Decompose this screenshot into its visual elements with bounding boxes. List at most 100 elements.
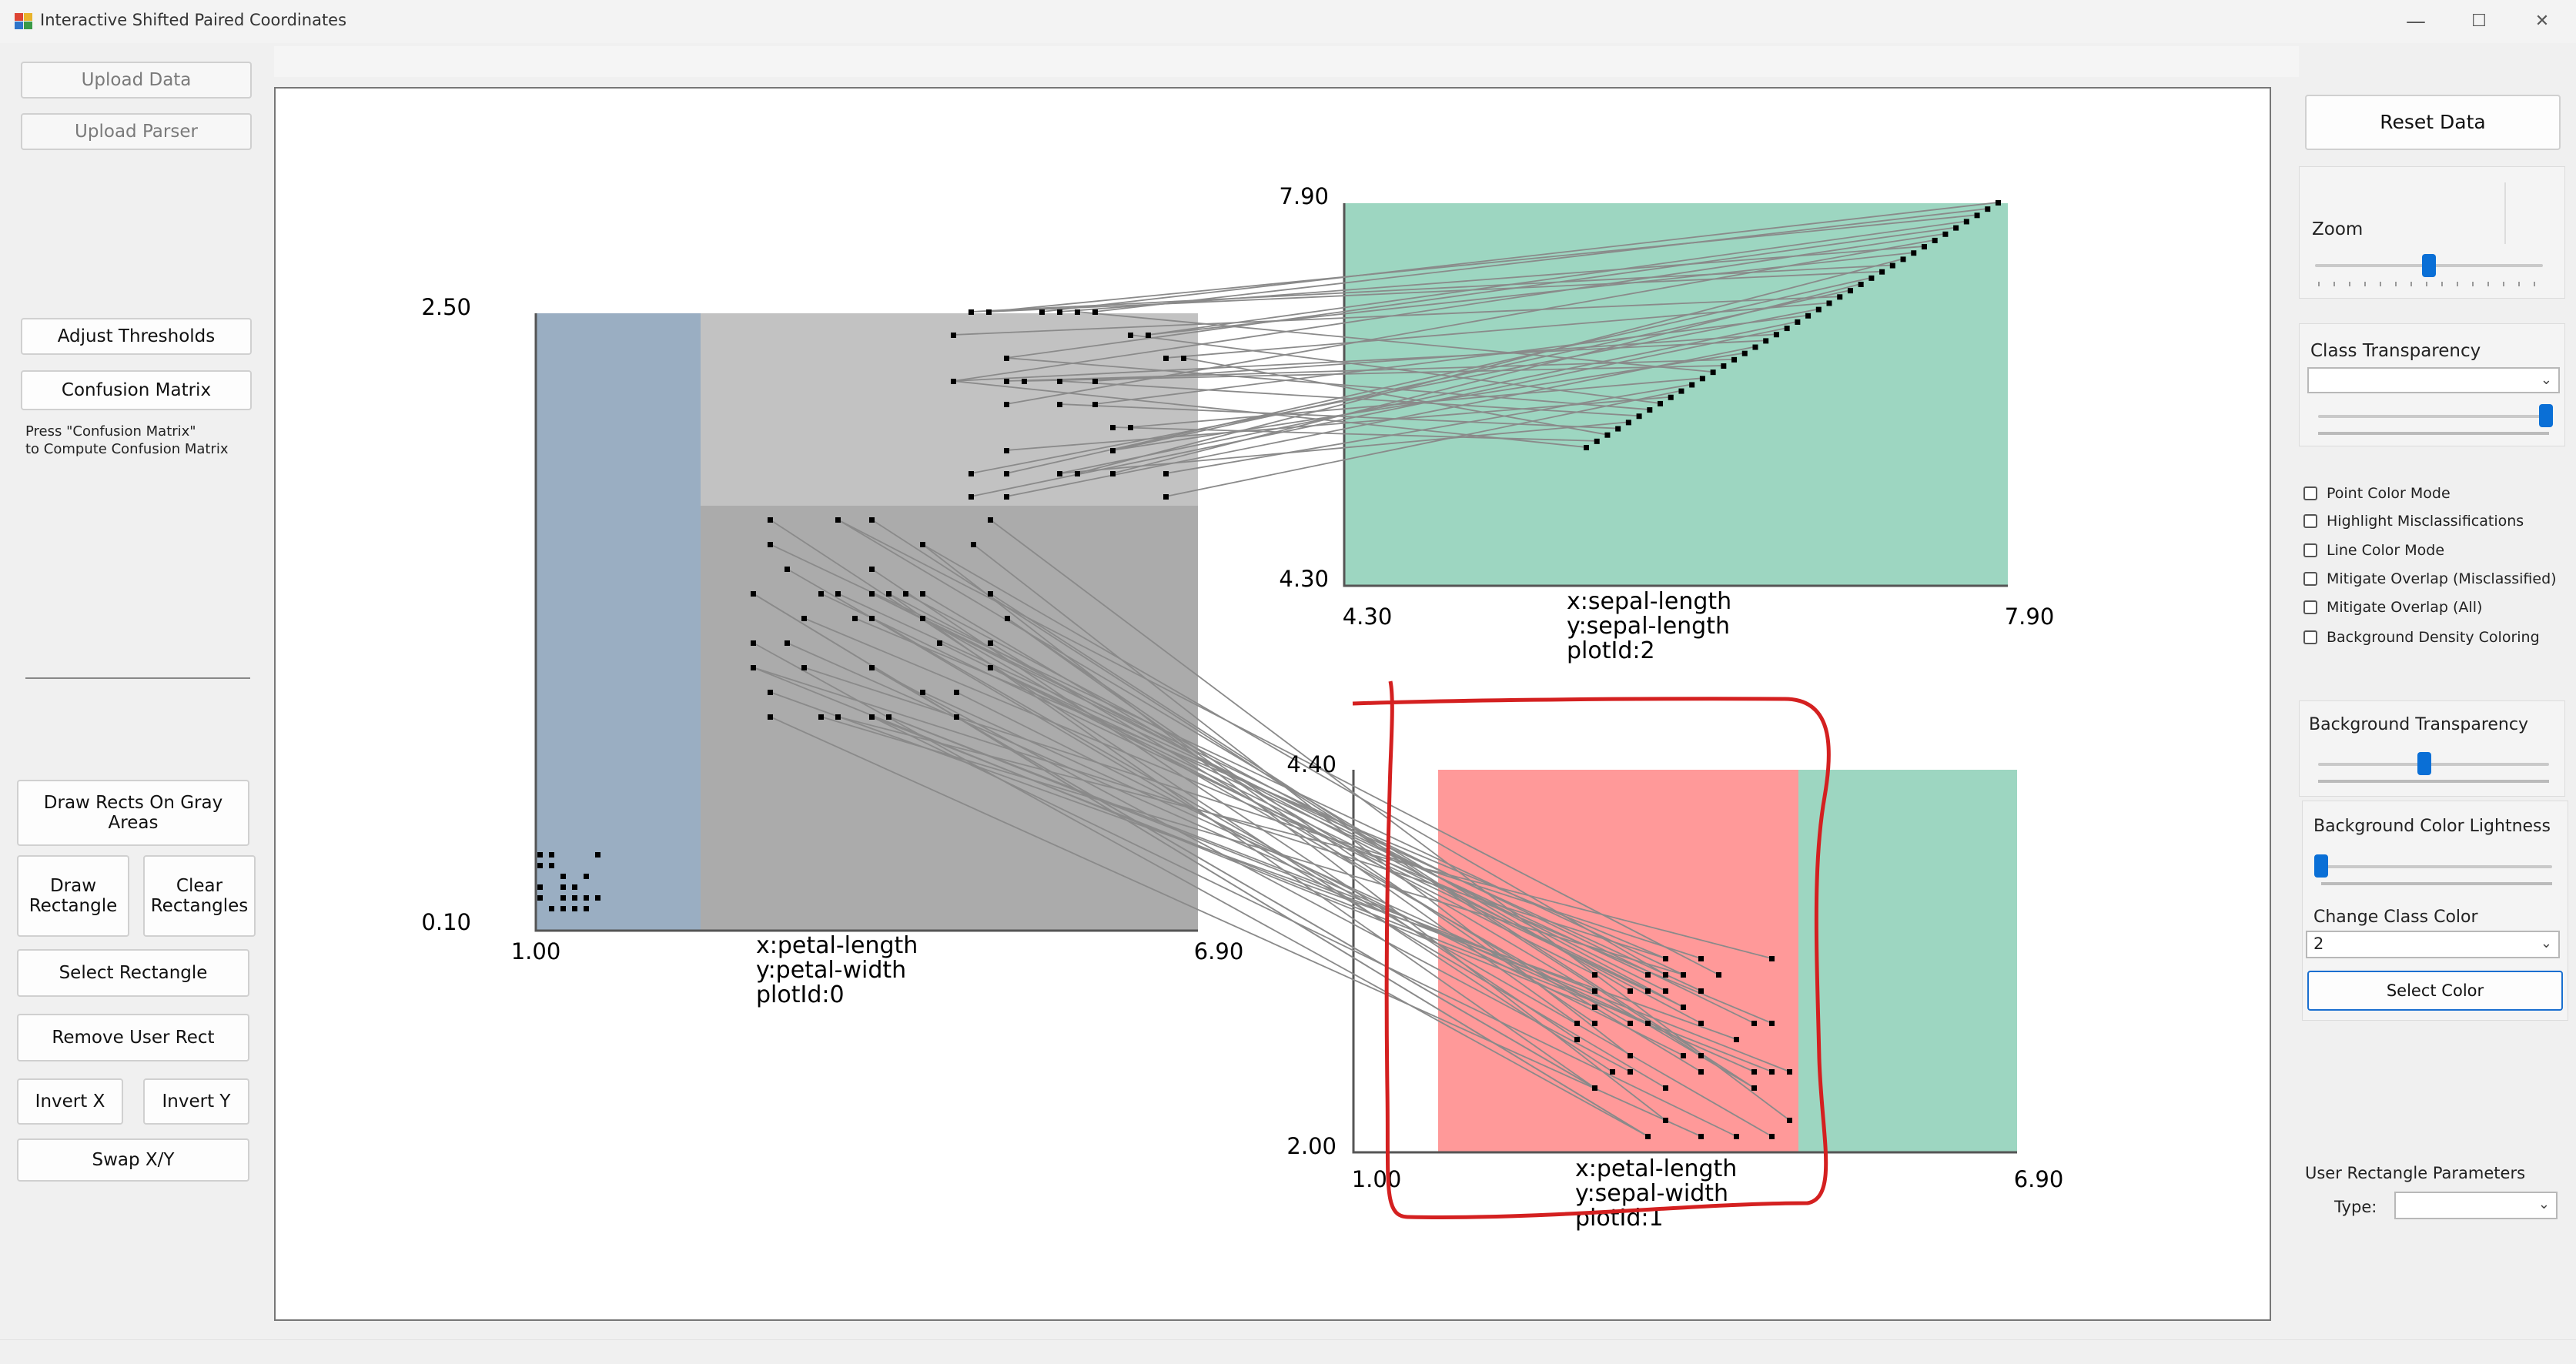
background-lightness-slider-thumb[interactable] (2314, 854, 2328, 878)
data-point (1826, 300, 1832, 306)
data-point (1022, 379, 1027, 384)
connector-line (769, 519, 1613, 1072)
data-point (560, 906, 566, 911)
minimize-button[interactable]: — (2406, 10, 2426, 33)
background-density-coloring-checkbox[interactable]: Background Density Coloring (2303, 629, 2540, 646)
class-transparency-select[interactable]: ⌄ (2307, 367, 2560, 393)
chevron-down-icon: ⌄ (2540, 372, 2552, 388)
data-point (572, 906, 577, 911)
clear-rectangles-button[interactable]: Clear Rectangles (143, 855, 256, 937)
confusion-matrix-button[interactable]: Confusion Matrix (21, 370, 252, 410)
data-point (1574, 1021, 1580, 1026)
mitigate-overlap-misclassified-checkbox[interactable]: Mitigate Overlap (Misclassified) (2303, 570, 2557, 587)
remove-user-rect-button[interactable]: Remove User Rect (17, 1014, 249, 1061)
data-point (818, 714, 824, 720)
upload-data-button[interactable]: Upload Data (21, 62, 252, 99)
connector-line (1005, 396, 1671, 451)
maximize-button[interactable]: ☐ (2471, 12, 2487, 31)
data-point (852, 616, 858, 621)
select-color-button[interactable]: Select Color (2307, 971, 2563, 1011)
data-point (1592, 988, 1597, 994)
data-point (1698, 988, 1704, 994)
spc-visualization[interactable]: 2.50 0.10 1.00 6.90 x:petal-length y:pet… (276, 89, 2270, 1319)
data-point (751, 591, 756, 597)
swap-xy-button[interactable]: Swap X/Y (17, 1138, 249, 1182)
data-point (988, 517, 993, 523)
rect-type-select[interactable]: ⌄ (2394, 1192, 2558, 1219)
checkbox-box[interactable] (2303, 514, 2317, 528)
data-point (1668, 394, 1674, 400)
zoom-slider-thumb[interactable] (2422, 254, 2436, 277)
data-point (549, 906, 554, 911)
data-point (1610, 1069, 1615, 1075)
checkbox-label: Background Density Coloring (2327, 629, 2540, 646)
checkbox-box[interactable] (2303, 630, 2317, 644)
data-point (954, 714, 959, 720)
data-point (835, 517, 841, 523)
data-point (1663, 1118, 1668, 1123)
data-point (1858, 282, 1864, 287)
point-color-mode-checkbox[interactable]: Point Color Mode (2303, 485, 2451, 502)
checkbox-box[interactable] (2303, 543, 2317, 557)
connector-line (803, 617, 1772, 1024)
data-point (1615, 426, 1621, 432)
data-point (869, 591, 875, 597)
reset-data-button[interactable]: Reset Data (2305, 95, 2561, 150)
data-point (920, 591, 925, 597)
upload-parser-button[interactable]: Upload Parser (21, 113, 252, 150)
background-transparency-slider-thumb[interactable] (2417, 752, 2431, 775)
plot1-green-region (1798, 770, 2017, 1152)
line-color-mode-checkbox[interactable]: Line Color Mode (2303, 542, 2444, 559)
data-point (1698, 1021, 1704, 1026)
data-point (537, 895, 543, 901)
data-point (886, 591, 892, 597)
invert-x-button[interactable]: Invert X (17, 1078, 123, 1125)
data-point (1805, 313, 1812, 319)
data-point (1092, 379, 1098, 384)
highlight-misclassifications-checkbox[interactable]: Highlight Misclassifications (2303, 513, 2524, 530)
data-point (1847, 288, 1853, 294)
mitigate-overlap-all-checkbox[interactable]: Mitigate Overlap (All) (2303, 599, 2482, 616)
data-point (1710, 369, 1716, 376)
connector-line (1041, 202, 1999, 313)
zoom-label: Zoom (2312, 219, 2364, 239)
data-point (1658, 400, 1664, 406)
data-point (1004, 356, 1009, 361)
checkbox-box[interactable] (2303, 486, 2317, 500)
class-transparency-slider-thumb[interactable] (2539, 404, 2553, 427)
data-point (988, 640, 993, 646)
class-transparency-panel: Class Transparency ⌄ (2299, 323, 2565, 446)
draw-rects-gray-button[interactable]: Draw Rects On Gray Areas (17, 780, 249, 846)
invert-y-button[interactable]: Invert Y (143, 1078, 249, 1125)
data-point (1110, 425, 1116, 430)
data-point (1974, 212, 1980, 219)
draw-rectangle-button[interactable]: Draw Rectangle (17, 855, 129, 937)
checkbox-box[interactable] (2303, 600, 2317, 614)
data-point (1604, 432, 1611, 438)
type-label: Type: (2334, 1198, 2377, 1216)
class-transparency-slider-track[interactable] (2318, 415, 2549, 418)
close-button[interactable]: ✕ (2534, 12, 2550, 31)
select-rectangle-button[interactable]: Select Rectangle (17, 949, 249, 997)
data-point (1698, 1134, 1704, 1139)
data-point (584, 906, 589, 911)
data-point (1057, 402, 1062, 407)
data-point (768, 690, 773, 695)
data-point (1075, 471, 1080, 476)
connector-line (752, 667, 1595, 1008)
data-point (537, 884, 543, 890)
class-color-select[interactable]: 2 ⌄ (2306, 931, 2560, 958)
plot-canvas[interactable]: 2.50 0.10 1.00 6.90 x:petal-length y:pet… (274, 87, 2271, 1321)
plot2-id-label: plotId:2 (1567, 637, 1655, 664)
data-point (1645, 972, 1651, 978)
adjust-thresholds-button[interactable]: Adjust Thresholds (21, 318, 252, 355)
connector-line (970, 327, 1787, 497)
checkbox-box[interactable] (2303, 572, 2317, 586)
connector-line (922, 543, 1666, 1121)
data-point (584, 874, 589, 879)
connector-line (1094, 208, 1988, 313)
app-icon (15, 13, 32, 29)
background-lightness-slider-track[interactable] (2321, 865, 2552, 868)
background-transparency-slider-track[interactable] (2318, 763, 2549, 766)
data-point (818, 591, 824, 597)
